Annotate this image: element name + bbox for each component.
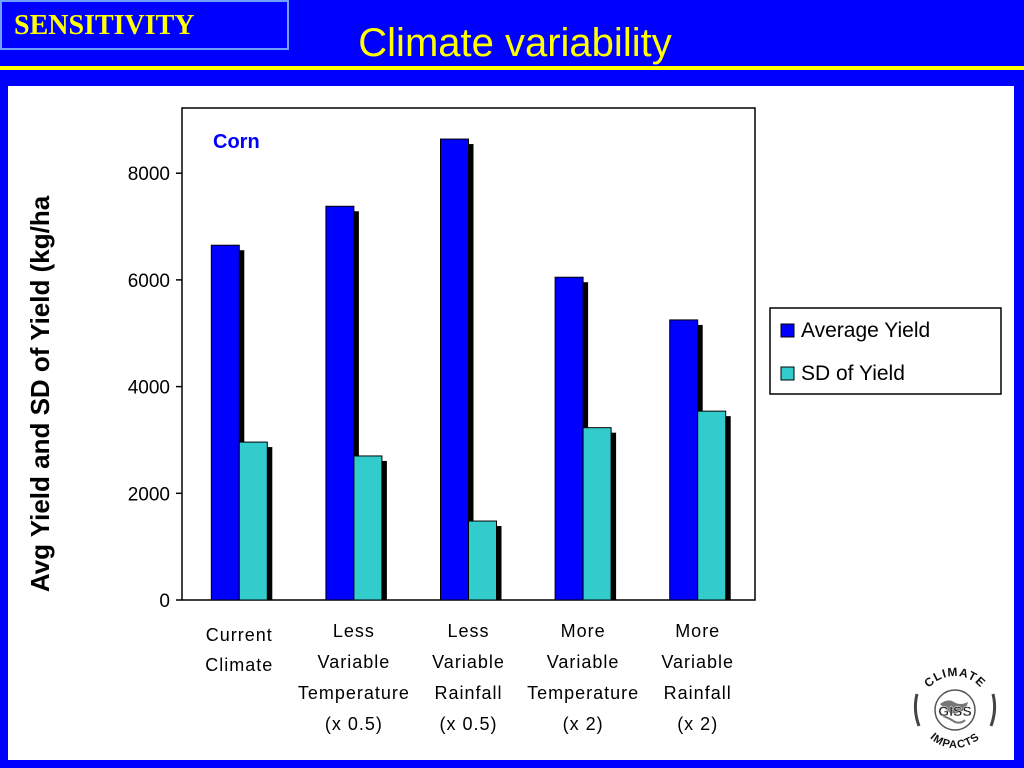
y-tick-label: 4000	[128, 378, 170, 399]
x-category-label: Variable	[547, 652, 620, 672]
bar-sd-of-yield	[468, 520, 497, 601]
y-axis-label: Avg Yield and SD of Yield (kg/ha	[25, 195, 55, 592]
x-category-label: Variable	[661, 652, 734, 672]
x-category-label: Less	[333, 621, 375, 641]
title-rule	[0, 66, 1024, 70]
x-axis-categories: Current Climate Less Variable Temperature (x …	[205, 621, 734, 734]
chart-panel: Avg Yield and SD of Yield (kg/ha Corn 0 2…	[8, 86, 1014, 760]
legend-label: SD of Yield	[801, 362, 905, 385]
seal-center-text: GISS	[938, 703, 971, 719]
y-tick-label: 2000	[128, 484, 170, 505]
x-category-label: (x 2)	[677, 714, 718, 734]
climate-impacts-seal-icon: CLIMATE IMPACTS GISS	[908, 663, 1002, 757]
y-tick-label: 0	[159, 591, 170, 612]
bar-chart: Avg Yield and SD of Yield (kg/ha Corn 0 2…	[25, 107, 1002, 734]
x-category-label: More	[675, 621, 720, 641]
bars	[210, 138, 731, 601]
legend-swatch	[780, 323, 795, 338]
bar-average-yield	[325, 205, 355, 601]
chart-title: Corn	[213, 131, 260, 153]
legend-label: Average Yield	[801, 319, 930, 342]
x-category-label: Variable	[432, 652, 505, 672]
section-tag: SENSITIVITY	[0, 0, 289, 50]
bar-average-yield	[669, 319, 699, 601]
legend-swatch	[780, 366, 795, 381]
x-category-label: (x 0.5)	[439, 714, 497, 734]
x-category-label: Less	[447, 621, 489, 641]
x-category-label: (x 2)	[563, 714, 604, 734]
seal-bottom-text: IMPACTS	[928, 731, 982, 751]
bar-average-yield	[210, 244, 240, 601]
x-category-label: (x 0.5)	[325, 714, 383, 734]
bar-average-yield	[554, 276, 584, 601]
y-axis: 0 2000 4000 6000 8000	[128, 164, 182, 612]
legend-box	[769, 307, 1002, 395]
bar-sd-of-yield	[582, 427, 612, 601]
y-tick-label: 6000	[128, 271, 170, 292]
slide-title: Climate variability	[358, 21, 672, 65]
x-category-label: Rainfall	[434, 683, 502, 703]
x-category-label: Temperature	[298, 683, 410, 703]
legend: Average Yield SD of Yield	[769, 307, 1002, 395]
bar-sd-of-yield	[353, 455, 383, 601]
x-category-label: Climate	[205, 655, 273, 675]
y-tick-label: 8000	[128, 164, 170, 185]
x-category-label: Temperature	[527, 683, 639, 703]
bar-average-yield	[440, 138, 469, 601]
x-category-label: Variable	[318, 652, 391, 672]
x-category-label: More	[561, 621, 606, 641]
bar-sd-of-yield	[697, 410, 727, 601]
x-category-label: Rainfall	[664, 683, 732, 703]
bar-sd-of-yield	[238, 441, 268, 601]
x-category-label: Current	[206, 625, 273, 645]
